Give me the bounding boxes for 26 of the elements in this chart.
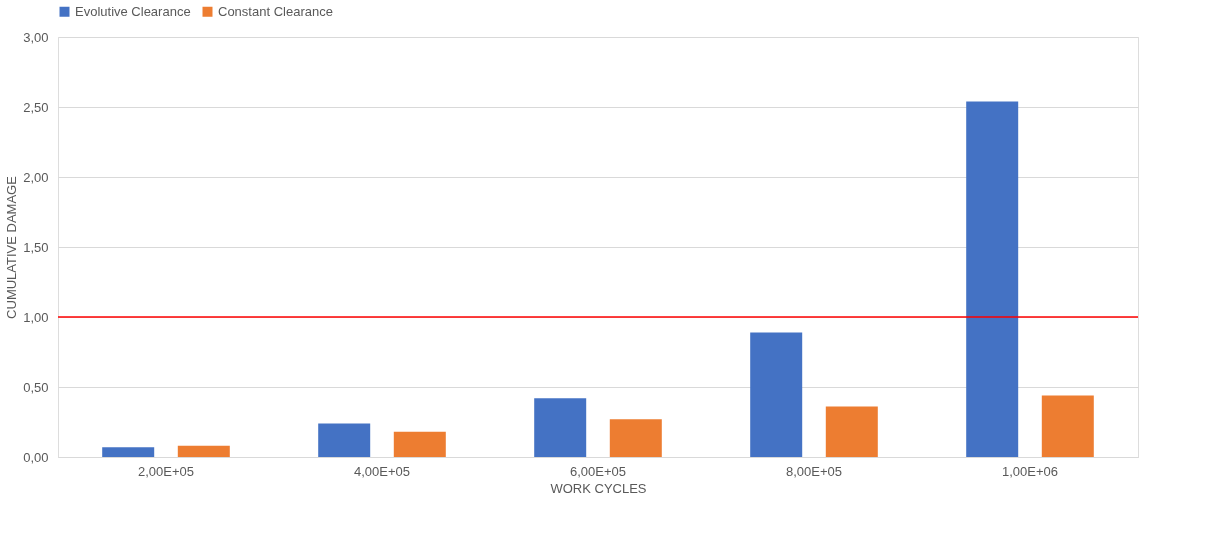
legend-label: Evolutive Clearance [75, 3, 191, 19]
y-tick-label: 0,50 [23, 379, 49, 395]
bar [393, 431, 446, 457]
y-tick-label: 2,00 [23, 169, 49, 185]
bar [102, 447, 155, 457]
x-tick-label: 4,00E+05 [353, 463, 411, 479]
bar [1041, 395, 1094, 457]
y-tick-label: 2,50 [23, 99, 49, 115]
y-tick-label: 0,00 [23, 449, 49, 465]
x-tick-label: 8,00E+05 [785, 463, 843, 479]
bar [318, 423, 371, 457]
bar [177, 445, 230, 457]
legend-label: Constant Clearance [218, 3, 333, 19]
bar [609, 419, 662, 457]
y-tick-label: 1,50 [23, 239, 49, 255]
x-tick-label: 1,00E+06 [1001, 463, 1059, 479]
y-tick-label: 3,00 [23, 29, 49, 45]
x-tick-label: 6,00E+05 [569, 463, 627, 479]
bar [966, 101, 1019, 457]
y-axis-title: CUMULATIVE DAMAGE [4, 175, 20, 319]
bar [750, 332, 803, 457]
bar [825, 406, 878, 457]
y-tick-label: 1,00 [23, 309, 49, 325]
bar [534, 398, 587, 457]
x-tick-label: 2,00E+05 [137, 463, 195, 479]
x-axis-title: WORK CYCLES [550, 480, 647, 496]
